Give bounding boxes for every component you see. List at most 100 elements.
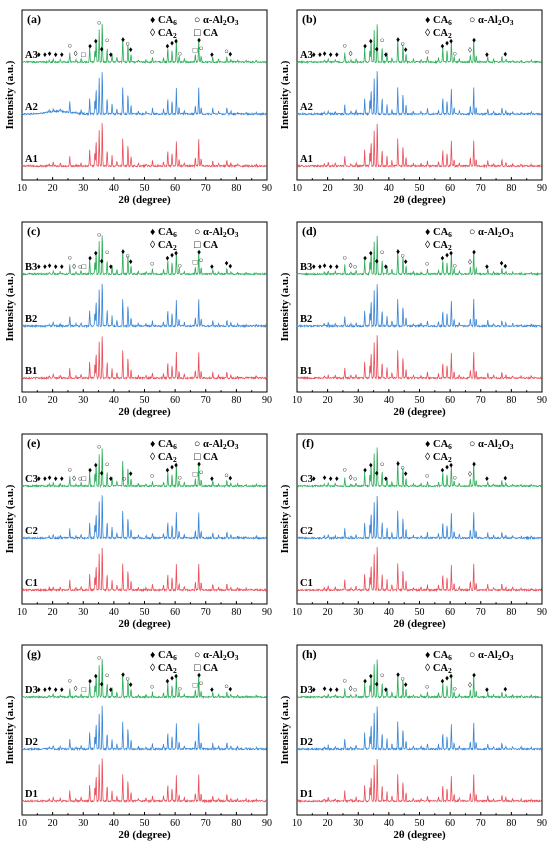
series-trace-D1 bbox=[296, 758, 543, 804]
phase-marker-Al2O3: ○ bbox=[68, 41, 73, 50]
phase-marker-CA2: ◊ bbox=[349, 684, 353, 693]
y-axis-title: Intensity (a.u.) bbox=[279, 272, 291, 341]
x-tick-label: 70 bbox=[201, 607, 211, 618]
x-tick-label: 70 bbox=[476, 607, 486, 618]
series-label-C1: C1 bbox=[300, 578, 313, 589]
x-axis-title: 2θ (degree) bbox=[118, 406, 171, 418]
legend-entry-CA2: ◊ CA2 bbox=[150, 240, 177, 252]
phase-marker-Al2O3: ○ bbox=[452, 49, 457, 58]
phase-marker-CA6: ♦ bbox=[228, 262, 232, 271]
legend-entry-CA2: ◊ CA2 bbox=[150, 452, 177, 464]
phase-marker-CA2: ◊ bbox=[349, 261, 353, 270]
legend-entry-CA2: ◊ CA2 bbox=[425, 452, 452, 464]
x-tick-label: 40 bbox=[109, 818, 119, 829]
x-axis-title: 2θ (degree) bbox=[393, 618, 446, 630]
x-tick-label: 10 bbox=[292, 395, 302, 406]
x-tick-label: 50 bbox=[415, 395, 425, 406]
legend: ♦ CA6 ○ α-Al2O3 ◊ CA2 bbox=[425, 650, 514, 675]
phase-marker-CA6: ♦ bbox=[449, 248, 453, 257]
x-tick-label: 70 bbox=[201, 183, 211, 194]
legend: ♦ CA6 ○ α-Al2O3 ◊ CA2 □ CA bbox=[150, 227, 239, 252]
phase-marker-CA2: ◊ bbox=[468, 470, 472, 479]
legend: ♦ CA6 ○ α-Al2O3 ◊ CA2 □ CA bbox=[150, 15, 239, 40]
phase-marker-CA6: ♦ bbox=[60, 474, 64, 483]
series-trace-A2 bbox=[21, 72, 267, 117]
phase-marker-CA6: ♦ bbox=[445, 463, 449, 472]
x-tick-label: 50 bbox=[415, 183, 425, 194]
panel-label: (g) bbox=[27, 647, 41, 661]
phase-marker-CA2: ◊ bbox=[349, 473, 353, 482]
phase-marker-CA: □ bbox=[193, 470, 198, 479]
phase-marker-CA6: ♦ bbox=[312, 474, 316, 483]
phase-marker-CA2: ◊ bbox=[349, 49, 353, 58]
phase-marker-CA6: ♦ bbox=[500, 259, 504, 268]
y-axis-title: Intensity (a.u.) bbox=[279, 60, 291, 129]
series-trace-B1 bbox=[296, 335, 543, 381]
series-label-B1: B1 bbox=[25, 366, 37, 377]
x-tick-label: 80 bbox=[231, 607, 241, 618]
x-tick-label: 60 bbox=[170, 818, 180, 829]
phase-marker-Al2O3: ○ bbox=[97, 18, 102, 27]
phase-marker-CA6: ♦ bbox=[485, 50, 489, 59]
phase-marker-CA6: ♦ bbox=[37, 262, 41, 271]
x-tick-label: 60 bbox=[170, 607, 180, 618]
y-axis-title: Intensity (a.u.) bbox=[4, 272, 16, 341]
phase-marker-Al2O3: ○ bbox=[425, 471, 430, 480]
phase-marker-CA6: ♦ bbox=[312, 685, 316, 694]
x-tick-label: 70 bbox=[201, 818, 211, 829]
phase-marker-CA6: ♦ bbox=[323, 261, 327, 270]
legend-entry-CA: □ CA bbox=[194, 240, 219, 251]
phase-marker-CA6: ♦ bbox=[369, 248, 373, 257]
phase-marker-Al2O3: ○ bbox=[425, 47, 430, 56]
legend-entry-CA2: ◊ CA2 bbox=[150, 663, 177, 675]
phase-marker-Al2O3: ○ bbox=[150, 259, 155, 268]
phase-marker-CA6: ♦ bbox=[48, 49, 52, 58]
phase-marker-Al2O3: ○ bbox=[78, 474, 83, 483]
legend-entry-α-Al2O3: ○ α-Al2O3 bbox=[194, 227, 239, 239]
series-label-A3: A3 bbox=[300, 50, 313, 61]
phase-marker-CA6: ♦ bbox=[43, 474, 47, 483]
series-label-C2: C2 bbox=[300, 526, 313, 537]
phase-marker-CA: □ bbox=[193, 258, 198, 267]
x-tick-label: 30 bbox=[353, 395, 363, 406]
phase-marker-CA6: ♦ bbox=[129, 680, 133, 689]
legend-entry-CA6: ♦ CA6 bbox=[425, 15, 452, 27]
phase-marker-CA6: ♦ bbox=[228, 50, 232, 59]
phase-marker-CA6: ♦ bbox=[100, 257, 104, 266]
y-axis-title: Intensity (a.u.) bbox=[4, 484, 16, 553]
phase-marker-Al2O3: ○ bbox=[150, 471, 155, 480]
x-tick-label: 90 bbox=[262, 607, 272, 618]
phase-marker-CA: □ bbox=[82, 262, 87, 271]
phase-marker-CA6: ♦ bbox=[440, 253, 444, 262]
phase-marker-CA6: ♦ bbox=[396, 35, 400, 44]
panel-e: Intensity (a.u.) 10 20 30 40 50 60 70 80 90 2θ (de… bbox=[4, 433, 272, 630]
panel-a: Intensity (a.u.) 10 20 30 40 50 60 70 80 90 2θ (de… bbox=[4, 9, 272, 206]
phase-marker-CA2: ◊ bbox=[74, 49, 78, 58]
x-tick-label: 90 bbox=[537, 607, 547, 618]
phase-marker-CA6: ♦ bbox=[197, 671, 201, 680]
phase-marker-CA6: ♦ bbox=[329, 474, 333, 483]
phase-marker-CA6: ♦ bbox=[375, 257, 379, 266]
phase-marker-CA6: ♦ bbox=[335, 685, 339, 694]
phase-marker-CA6: ♦ bbox=[43, 50, 47, 59]
legend-entry-CA: □ CA bbox=[194, 28, 219, 39]
series-label-D3: D3 bbox=[25, 685, 38, 696]
series-trace-C1 bbox=[21, 547, 268, 593]
phase-marker-Al2O3: ○ bbox=[343, 676, 348, 685]
series-label-C3: C3 bbox=[25, 474, 38, 485]
plot-frame bbox=[21, 221, 268, 393]
y-axis-title: Intensity (a.u.) bbox=[4, 60, 16, 129]
phase-marker-CA6: ♦ bbox=[48, 473, 52, 482]
phase-marker-CA6: ♦ bbox=[384, 685, 388, 694]
phase-marker-CA6: ♦ bbox=[449, 671, 453, 680]
phase-marker-Al2O3: ○ bbox=[343, 465, 348, 474]
x-tick-label: 80 bbox=[506, 395, 516, 406]
phase-marker-CA6: ♦ bbox=[404, 45, 408, 54]
phase-marker-Al2O3: ○ bbox=[380, 671, 385, 680]
phase-marker-CA6: ♦ bbox=[94, 671, 98, 680]
legend-entry-CA6: ♦ CA6 bbox=[150, 15, 177, 27]
phase-marker-CA6: ♦ bbox=[100, 45, 104, 54]
phase-marker-Al2O3: ○ bbox=[105, 671, 110, 680]
phase-marker-CA6: ♦ bbox=[174, 248, 178, 257]
